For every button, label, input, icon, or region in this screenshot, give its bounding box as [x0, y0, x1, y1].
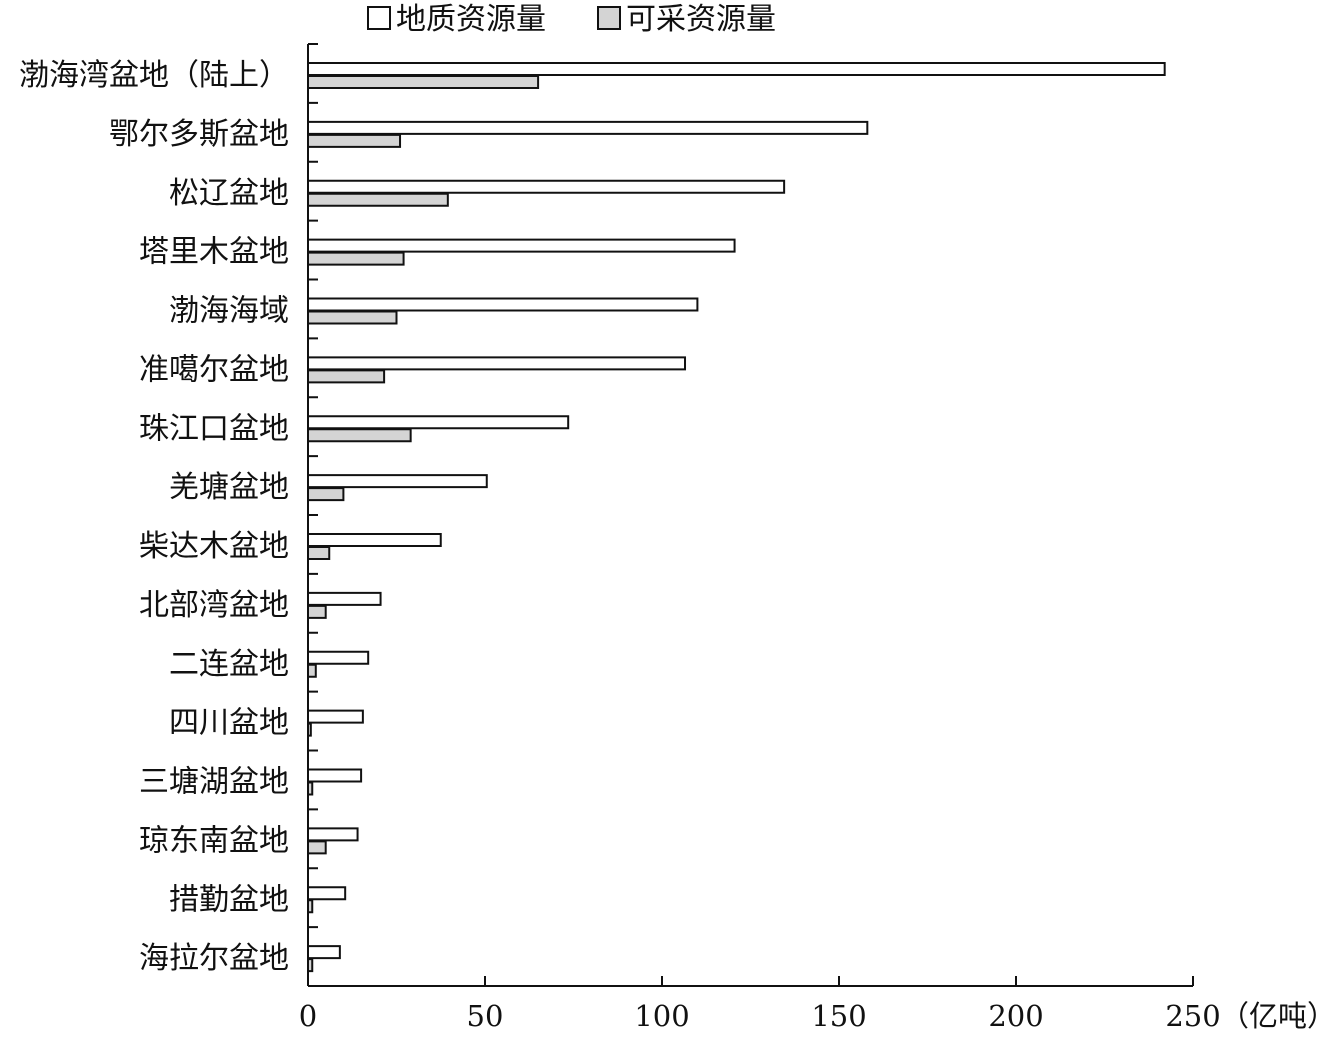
- bar-geological-10: [307, 650, 370, 665]
- bar-geological-13: [307, 827, 359, 842]
- legend-label-recoverable: 可采资源量: [626, 2, 776, 37]
- axes-group: 0 50 100 150 200 250: [299, 43, 1221, 1033]
- category-label-5: 准噶尔盆地: [139, 352, 289, 387]
- bar-geological-4: [307, 297, 699, 312]
- bar-geological-5: [307, 356, 687, 371]
- category-label-7: 羌塘盆地: [169, 470, 289, 505]
- category-label-4: 渤海海域: [169, 294, 289, 329]
- bars-group: [307, 62, 1166, 973]
- bar-recoverable-2: [307, 192, 449, 207]
- legend-swatch-recoverable: [597, 6, 621, 30]
- category-label-2: 松辽盆地: [169, 176, 289, 211]
- x-tick-label-2: 100: [634, 999, 689, 1033]
- category-label-15: 海拉尔盆地: [139, 941, 289, 976]
- category-label-1: 鄂尔多斯盆地: [109, 117, 289, 152]
- category-label-8: 柴达木盆地: [139, 529, 289, 564]
- bar-recoverable-0: [307, 75, 540, 89]
- bar-recoverable-9: [307, 604, 327, 619]
- bar-geological-6: [307, 415, 570, 430]
- bar-geological-15: [307, 945, 341, 960]
- bar-geological-2: [307, 179, 786, 194]
- bar-recoverable-13: [307, 840, 327, 855]
- bar-recoverable-5: [307, 369, 386, 384]
- bar-geological-0: [307, 62, 1166, 76]
- bar-geological-3: [307, 238, 736, 253]
- bar-recoverable-4: [307, 310, 398, 325]
- bar-recoverable-10: [307, 663, 317, 678]
- legend-swatch-geological: [367, 6, 391, 30]
- category-label-12: 三塘湖盆地: [139, 765, 289, 800]
- bar-geological-14: [307, 886, 347, 901]
- category-label-9: 北部湾盆地: [139, 588, 289, 623]
- x-tick-label-3: 150: [811, 999, 866, 1033]
- bar-geological-8: [307, 533, 442, 547]
- x-tick-label-1: 50: [467, 999, 504, 1033]
- x-tick-label-4: 200: [988, 999, 1043, 1033]
- category-label-10: 二连盆地: [169, 647, 289, 682]
- bar-recoverable-8: [307, 546, 331, 560]
- category-label-0: 渤海湾盆地（陆上）: [19, 58, 289, 93]
- bar-geological-1: [307, 120, 869, 135]
- legend: 地质资源量 可采资源量: [367, 2, 776, 37]
- bar-recoverable-1: [307, 133, 402, 148]
- bar-recoverable-6: [307, 428, 412, 443]
- category-label-3: 塔里木盆地: [139, 235, 289, 270]
- x-tick-label-0: 0: [299, 999, 317, 1033]
- bar-geological-11: [307, 709, 364, 724]
- category-label-13: 琼东南盆地: [139, 823, 289, 858]
- x-axis-unit-label: （亿吨）: [1220, 999, 1336, 1033]
- legend-label-geological: 地质资源量: [396, 2, 546, 37]
- bar-geological-12: [307, 768, 363, 783]
- bar-geological-9: [307, 591, 382, 606]
- category-label-11: 四川盆地: [169, 706, 289, 741]
- bar-geological-7: [307, 474, 488, 489]
- bar-recoverable-3: [307, 251, 405, 266]
- category-labels: 渤海湾盆地（陆上） 鄂尔多斯盆地松辽盆地塔里木盆地渤海海域准噶尔盆地珠江口盆地羌塘…: [19, 58, 289, 976]
- bar-recoverable-7: [307, 487, 345, 502]
- category-label-6: 珠江口盆地: [139, 411, 289, 446]
- category-label-14: 措勤盆地: [169, 882, 289, 917]
- x-tick-label-5: 250: [1165, 999, 1220, 1033]
